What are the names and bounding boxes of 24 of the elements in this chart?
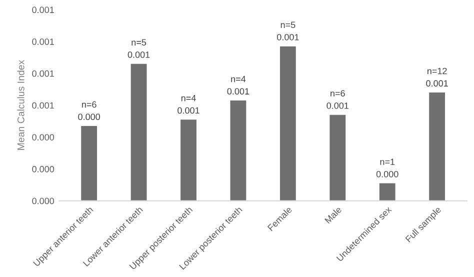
bar — [81, 126, 98, 201]
bar — [230, 100, 246, 201]
data-label: n=4 0.001 — [178, 95, 200, 114]
bar — [429, 92, 446, 201]
data-label: n=6 0.000 — [78, 101, 100, 120]
y-tick-label: 0.001 — [32, 38, 54, 45]
bar — [280, 46, 296, 201]
y-axis-title: Mean Calculus Index — [17, 60, 24, 150]
data-label: n=5 0.001 — [276, 22, 299, 40]
y-tick-label: 0.001 — [32, 6, 54, 14]
bar — [130, 64, 147, 201]
data-label: n=6 0.001 — [326, 90, 348, 109]
data-label: n=5 0.001 — [128, 39, 150, 58]
bar — [379, 183, 396, 201]
data-label: n=12 0.001 — [426, 68, 448, 87]
bar — [330, 114, 346, 201]
bar — [180, 120, 196, 201]
y-tick-label: 0.000 — [32, 134, 54, 140]
y-tick-label: 0.001 — [32, 70, 54, 77]
data-label: n=1 0.000 — [376, 158, 398, 178]
data-label: n=4 0.001 — [227, 76, 250, 95]
y-tick-label: 0.000 — [32, 166, 54, 172]
y-tick-label: 0.001 — [32, 102, 54, 109]
y-tick-label: 0.000 — [32, 198, 54, 204]
